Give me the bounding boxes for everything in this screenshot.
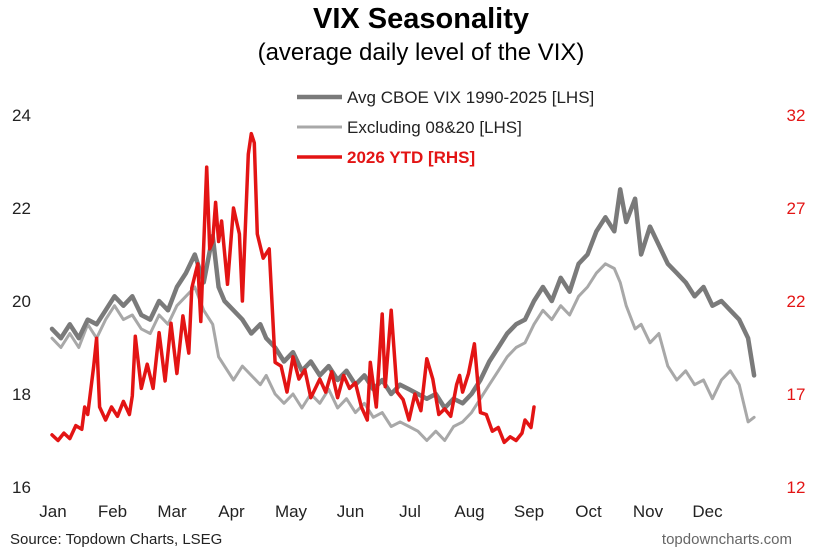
series-line-1 [50,262,756,442]
right-tick-label: 22 [787,292,806,311]
right-tick-label: 17 [787,385,806,404]
x-tick-label: Sep [514,502,544,521]
x-tick-label: Dec [692,502,723,521]
x-tick-label: Jun [337,502,364,521]
x-tick-label: Jul [399,502,421,521]
left-axis-ticks: 16 18 20 22 24 [12,106,31,497]
right-tick-label: 27 [787,199,806,218]
left-tick-label: 24 [12,106,31,125]
x-tick-label: Nov [633,502,664,521]
left-tick-label: 20 [12,292,31,311]
x-tick-label: Oct [575,502,602,521]
x-tick-label: May [275,502,308,521]
legend: Avg CBOE VIX 1990-2025 [LHS] Excluding 08… [297,88,594,167]
right-tick-label: 12 [787,478,806,497]
left-tick-label: 22 [12,199,31,218]
x-tick-label: Feb [98,502,127,521]
x-tick-label: Jan [39,502,66,521]
chart-subtitle: (average daily level of the VIX) [258,39,585,66]
chart-title: VIX Seasonality [313,3,529,35]
x-tick-label: Apr [218,502,245,521]
watermark: topdowncharts.com [662,531,792,548]
series-line-2 [50,131,536,445]
legend-label-2: 2026 YTD [RHS] [347,148,475,167]
left-tick-label: 18 [12,385,31,404]
x-tick-label: Aug [454,502,484,521]
right-tick-label: 32 [787,106,806,125]
left-tick-label: 16 [12,478,31,497]
x-tick-label: Mar [157,502,187,521]
series-line-0 [49,187,757,411]
legend-label-0: Avg CBOE VIX 1990-2025 [LHS] [347,88,594,107]
series-lines [49,131,757,445]
source-note: Source: Topdown Charts, LSEG [10,531,222,548]
right-axis-ticks: 12 17 22 27 32 [787,106,806,497]
x-axis-ticks: Jan Feb Mar Apr May Jun Jul Aug Sep Oct Nov Dec [39,502,723,521]
legend-label-1: Excluding 08&20 [LHS] [347,118,522,137]
